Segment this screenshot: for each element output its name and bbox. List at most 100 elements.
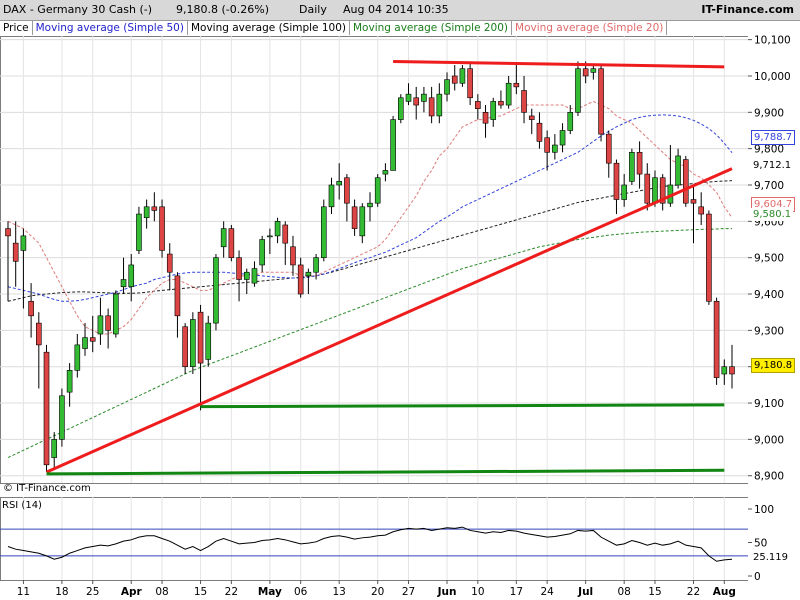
candle [120, 257, 127, 295]
candle [590, 65, 597, 80]
instrument-name: DAX - Germany 30 Cash (-) [3, 3, 153, 16]
candle [367, 192, 373, 222]
candle [328, 177, 335, 215]
candle-body-down [451, 75, 458, 84]
y-tick-label: 9,700 [754, 180, 784, 192]
candle [598, 65, 604, 142]
candle [113, 290, 119, 338]
candle [136, 206, 142, 255]
candle-body-down [282, 224, 289, 244]
candle [351, 199, 358, 236]
candle [267, 228, 273, 255]
candle-body-down [528, 115, 535, 120]
rsi-tick-label: 50 [754, 538, 767, 550]
candle-body-up [567, 112, 574, 131]
candle [236, 250, 242, 302]
candle [190, 312, 196, 374]
candle [243, 268, 250, 295]
candle [721, 359, 728, 385]
candle-body-down [713, 300, 720, 378]
candle [320, 199, 327, 262]
candle-body-down [582, 68, 589, 77]
legend-ma50[interactable]: Moving average (Simple 50) [33, 21, 188, 35]
y-tick-label: 9,100 [754, 398, 784, 410]
candle-body-up [459, 68, 466, 84]
candle [451, 65, 458, 91]
rsi-tick-label: 100 [754, 504, 774, 516]
candle-body-down [36, 322, 42, 346]
candle [344, 174, 350, 222]
x-tick-label: 11 [17, 586, 30, 598]
legend-ma100[interactable]: Moving average (Simple 100) [188, 21, 350, 35]
candle [313, 254, 319, 280]
candle [475, 94, 481, 120]
candle-body-up [120, 279, 127, 288]
last-price-tag: 9,180.8 [751, 358, 796, 373]
candle-body-down [159, 206, 165, 251]
candle [498, 90, 504, 109]
candle [97, 297, 104, 345]
rsi-value-tag: 25.119 [751, 551, 790, 564]
candle-body-up [82, 337, 88, 349]
x-tick-label: 22 [687, 586, 700, 598]
candle [128, 254, 135, 302]
candle-body-down [236, 257, 242, 280]
candle-body-up [113, 293, 119, 335]
candle [444, 72, 450, 102]
candle [274, 217, 281, 244]
candle-body-down [690, 199, 697, 204]
candle-body-down [636, 151, 643, 175]
candle [374, 174, 381, 207]
y-tick-label: 10,100 [754, 35, 791, 47]
candle [82, 323, 88, 356]
candle [605, 130, 612, 178]
candle [713, 297, 720, 385]
candle [282, 221, 289, 265]
candle [482, 105, 489, 138]
x-tick-label: 24 [540, 586, 554, 598]
candle [220, 221, 227, 258]
candle [166, 243, 173, 291]
candle [174, 272, 181, 338]
legend-ma20[interactable]: Moving average (Simple 20) [512, 21, 668, 35]
candle-body-up [220, 228, 227, 248]
candle-body-down [344, 177, 350, 204]
candle-body-down [605, 133, 612, 164]
candle-body-down [513, 82, 520, 88]
candle [66, 363, 73, 407]
candle [259, 235, 265, 273]
ma100-value-tag: 9,712.1 [751, 159, 794, 172]
candle-body-down [290, 246, 296, 266]
candle [659, 174, 666, 211]
candle-body-up [374, 177, 381, 204]
candle-body-down [28, 300, 34, 317]
candle-body-up [590, 68, 597, 73]
x-tick-label: May [258, 586, 282, 598]
candle-body-up [66, 370, 73, 393]
candle [143, 199, 150, 229]
candle-body-up [421, 93, 427, 102]
legend-ma200[interactable]: Moving average (Simple 200) [350, 21, 513, 35]
legend-price[interactable]: Price [0, 21, 33, 35]
candle [43, 344, 50, 473]
last-quote: 9,180.8 (-0.26%) [176, 3, 269, 16]
candle [59, 388, 65, 447]
candle-body-up [320, 206, 327, 258]
candle [74, 334, 81, 378]
candle-body-down [228, 228, 235, 258]
candle [698, 192, 704, 225]
candle-body-up [336, 181, 342, 186]
ma20-line [7, 100, 733, 335]
candle [251, 261, 258, 287]
candle-body-up [629, 151, 635, 182]
candle-body-down [12, 242, 19, 262]
candle [159, 199, 165, 258]
candle [182, 323, 188, 374]
brand-label: IT-Finance.com [701, 3, 794, 16]
candle-body-down [729, 366, 735, 375]
candle [436, 83, 443, 124]
candle-body-down [475, 101, 481, 109]
candle-body-down [482, 112, 489, 124]
